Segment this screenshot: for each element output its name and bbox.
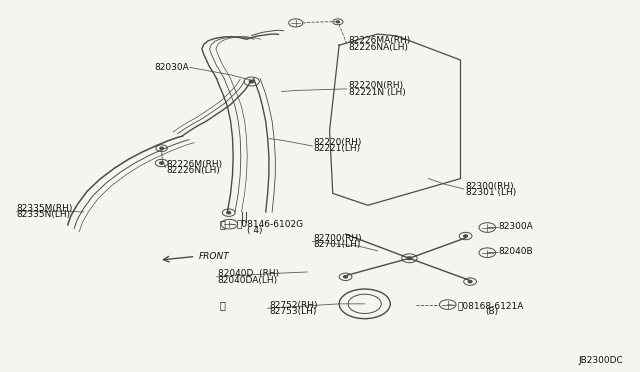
Text: 82300(RH): 82300(RH)	[466, 182, 514, 190]
Text: 82226MA(RH): 82226MA(RH)	[349, 36, 411, 45]
Text: 82220(RH): 82220(RH)	[314, 138, 362, 147]
Circle shape	[344, 276, 348, 278]
Text: 82226M(RH): 82226M(RH)	[167, 160, 223, 169]
Text: 82040D  (RH): 82040D (RH)	[218, 269, 279, 278]
Text: 82700(RH): 82700(RH)	[314, 234, 362, 243]
Text: Ⓑ: Ⓑ	[220, 219, 226, 229]
Circle shape	[337, 21, 339, 23]
Text: ( 4): ( 4)	[246, 226, 262, 235]
Circle shape	[468, 280, 472, 283]
Text: 82030A: 82030A	[154, 63, 189, 72]
Text: 82226N(LH): 82226N(LH)	[167, 166, 221, 175]
Text: 08168-6121A: 08168-6121A	[458, 301, 524, 310]
Text: JB2300DC: JB2300DC	[579, 356, 623, 365]
Text: 82752(RH): 82752(RH)	[269, 301, 317, 310]
Text: FRONT: FRONT	[198, 252, 229, 261]
Text: 82221N (LH): 82221N (LH)	[349, 88, 406, 97]
Circle shape	[407, 257, 412, 260]
Circle shape	[250, 80, 254, 83]
Text: 08146-6102G: 08146-6102G	[237, 220, 304, 229]
Circle shape	[160, 162, 164, 164]
Text: 82753(LH): 82753(LH)	[269, 307, 316, 316]
Text: 82226NA(LH): 82226NA(LH)	[349, 42, 409, 51]
Text: 82221(LH): 82221(LH)	[314, 144, 361, 153]
Text: 82701(LH): 82701(LH)	[314, 240, 361, 250]
Text: 82335M(RH): 82335M(RH)	[17, 204, 73, 213]
Text: 82040DA(LH): 82040DA(LH)	[218, 276, 278, 285]
Text: Ⓑ: Ⓑ	[220, 300, 226, 310]
Text: 82220N(RH): 82220N(RH)	[349, 81, 404, 90]
Text: 82040B: 82040B	[499, 247, 533, 256]
Circle shape	[160, 147, 163, 149]
Text: 82300A: 82300A	[499, 222, 534, 231]
Circle shape	[227, 212, 230, 214]
Text: 82335N(LH): 82335N(LH)	[17, 210, 71, 219]
Text: 82301 (LH): 82301 (LH)	[466, 188, 516, 197]
Text: (B): (B)	[484, 307, 498, 316]
Circle shape	[464, 235, 467, 237]
